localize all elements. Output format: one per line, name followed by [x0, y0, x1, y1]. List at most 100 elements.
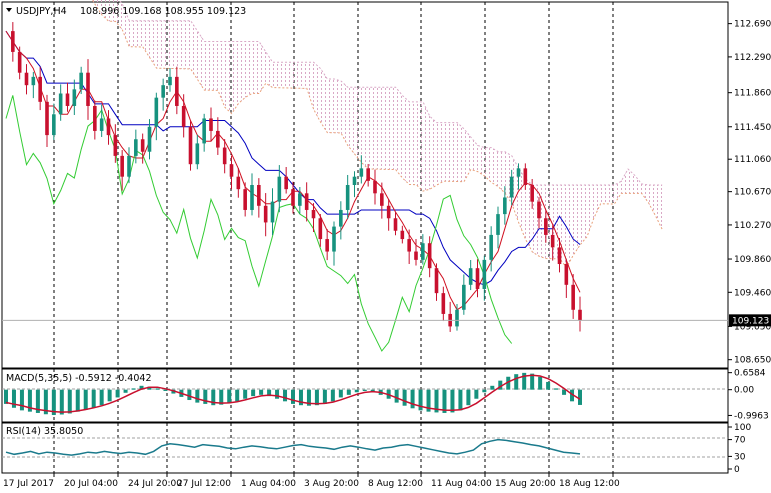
macd-bar	[554, 388, 559, 390]
macd-bar	[474, 389, 479, 399]
macd-bar	[67, 389, 72, 414]
macd-bar	[570, 389, 575, 402]
chart-header: USDJPY,H4 108.996 109.168 108.955 109.12…	[6, 6, 246, 17]
macd-bar	[83, 389, 88, 410]
macd-bar	[338, 389, 343, 398]
candle-body	[318, 218, 323, 240]
macd-bar	[115, 389, 120, 398]
y-tick-label: 0	[734, 465, 740, 475]
candle-body	[339, 209, 343, 227]
macd-bar	[11, 389, 16, 408]
macd-bar	[578, 389, 582, 405]
candle-body	[175, 76, 179, 106]
candle-body	[65, 93, 70, 106]
macd-bar	[59, 389, 64, 415]
dropdown-triangle-icon[interactable]	[6, 8, 12, 12]
candle-body	[52, 114, 56, 136]
macd-bar	[91, 389, 96, 408]
candle-body	[455, 309, 459, 327]
x-tick-label: 20 Jul 04:00	[64, 479, 118, 489]
candle-body	[366, 168, 370, 181]
macd-bar	[155, 388, 160, 390]
candle-body	[236, 176, 241, 190]
candle-body	[550, 234, 555, 248]
y-tick-label: 0.00	[734, 386, 754, 396]
candle-body	[537, 201, 541, 219]
macd-bar	[267, 389, 272, 397]
macd-bar	[298, 389, 303, 406]
cloud-band	[92, 0, 663, 268]
candle-body	[72, 89, 77, 106]
candle-body	[17, 51, 22, 73]
candle-body	[475, 268, 480, 289]
y-tick-label: 100	[734, 423, 751, 433]
chart-symbol-label: USDJPY,H4	[16, 6, 67, 17]
macd-bar	[522, 372, 527, 390]
x-tick-label: 24 Jul 20:00	[128, 479, 182, 489]
candle-body	[325, 239, 329, 252]
candle-body	[168, 76, 172, 86]
y-tick-label: 108.650	[734, 356, 771, 366]
macd-bar	[211, 389, 216, 406]
macd-bar	[283, 389, 288, 402]
macd-bar	[546, 381, 551, 390]
candle-body	[243, 189, 247, 210]
x-tick-label: 8 Aug 12:00	[368, 479, 423, 489]
candle-body	[79, 72, 83, 90]
candle-body	[106, 118, 111, 136]
rsi-title: RSI(14) 35.8050	[6, 426, 83, 437]
macd-bar	[346, 389, 351, 395]
macd-bar	[442, 389, 447, 413]
candle-body	[523, 168, 528, 185]
candle-body	[222, 147, 227, 165]
macd-bar	[99, 389, 104, 406]
macd-bar	[538, 376, 543, 390]
candle-body	[345, 185, 350, 210]
x-tick-label: 17 Jul 2017	[3, 479, 54, 489]
candle-body	[11, 31, 15, 52]
macd-bar	[259, 389, 264, 395]
macd-bar	[362, 389, 367, 391]
rsi-line	[5, 438, 581, 456]
candle-body	[304, 193, 309, 210]
candle-body	[31, 76, 36, 86]
macd-title: MACD(5,35,5) -0.5912 -0.4042	[6, 373, 151, 384]
candle-body	[270, 201, 275, 223]
y-tick-label: 112.290	[734, 53, 771, 63]
macd-bar	[498, 380, 503, 390]
macd-panel: MACD(5,35,5) -0.5912 -0.4042	[1, 368, 729, 423]
candle-body	[516, 168, 521, 177]
candle-body	[503, 197, 507, 215]
macd-bar	[275, 389, 280, 399]
macd-bar	[410, 389, 415, 409]
macd-bar	[187, 389, 192, 401]
macd-bar	[139, 385, 144, 390]
candle-body	[544, 218, 548, 235]
macd-bar	[107, 389, 112, 402]
macd-bar	[35, 389, 40, 413]
macd-bar	[514, 374, 519, 390]
candle-body	[578, 309, 582, 321]
macd-bar	[450, 389, 455, 413]
x-tick-label: 3 Aug 20:00	[304, 479, 359, 489]
candle-body	[564, 264, 569, 285]
candle-body	[134, 139, 138, 156]
candle-body	[352, 176, 357, 185]
price-panel: USDJPY,H4 108.996 109.168 108.955 109.12…	[1, 0, 729, 369]
candle-body	[154, 97, 159, 127]
macd-signal-line	[5, 374, 581, 413]
candle-body	[58, 93, 63, 115]
candle-body	[284, 176, 288, 190]
y-tick-label: 109.460	[734, 288, 771, 298]
rsi-panel: RSI(14) 35.8050	[1, 422, 729, 474]
candle-body	[489, 234, 493, 260]
candle-body	[400, 230, 405, 240]
candle-body	[257, 185, 261, 206]
macd-bar	[171, 389, 176, 394]
y-tick-label: 111.450	[734, 123, 771, 133]
candle-body	[161, 85, 165, 98]
candle-body	[209, 118, 213, 131]
macd-bar	[123, 389, 128, 393]
y-tick-label: 112.690	[734, 20, 771, 30]
